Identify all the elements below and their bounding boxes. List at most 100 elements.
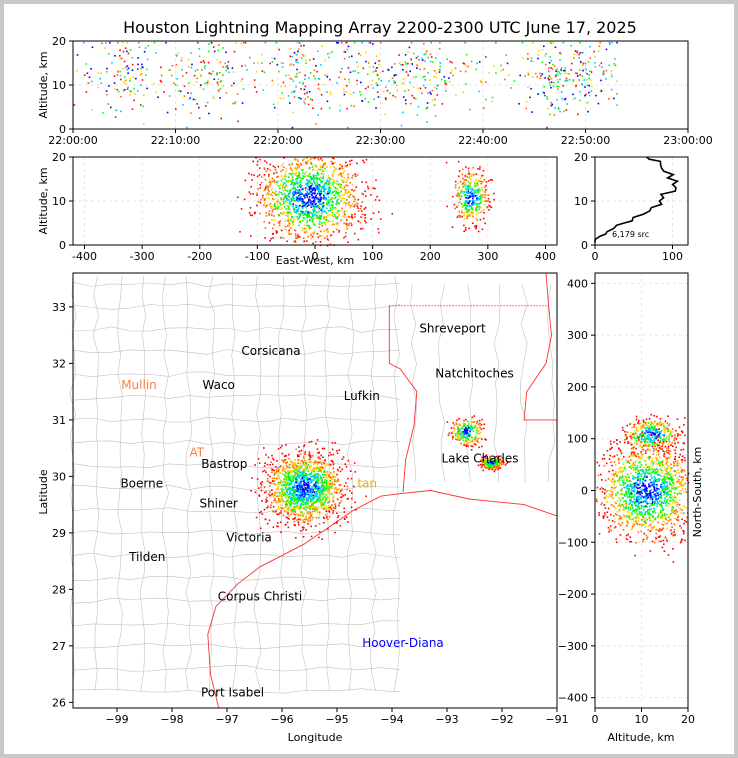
plan-view-source [475,427,477,429]
ew-altitude-source [311,235,314,238]
ew-altitude-source [272,208,274,211]
plan-view-source [279,446,282,449]
plan-view-source [488,468,490,471]
ew-altitude-source [303,195,305,197]
time-altitude-source [228,71,230,74]
time-altitude-source [527,58,529,60]
ew-altitude-source [339,167,342,169]
plan-view-source [312,508,314,510]
plan-view-source [457,417,460,420]
plan-view-source [310,476,312,478]
plan-view-source [281,498,284,501]
plan-view-source [304,475,307,478]
ew-altitude-source [346,179,348,181]
ns-altitude-source [676,432,679,435]
time-altitude-source [451,61,453,64]
ew-altitude-source [458,202,460,204]
plan-view-source [462,422,465,424]
plan-view-source [315,470,318,472]
time-altitude-source [319,64,322,66]
time-altitude-source [296,54,298,56]
time-altitude-source [544,63,547,66]
ew-altitude-source [344,192,347,194]
plan-view-source [333,490,335,493]
plan-view-source [491,459,494,462]
plan-view-source [324,478,326,481]
ew-altitude-source [250,185,252,188]
plan-view-source [324,459,326,461]
ew-altitude-source [308,186,311,188]
plan-view-source [325,485,328,487]
plan-view-source [265,501,267,503]
time-altitude-source [187,92,189,94]
ew-altitude-source [308,204,310,207]
ew-altitude-source [268,193,270,195]
ew-altitude-source [452,195,454,198]
plan-view-source [463,442,466,444]
time-altitude-source [564,69,566,72]
time-altitude-source [462,91,465,94]
plan-view-source [305,493,308,496]
ew-altitude-source [333,162,336,164]
plan-view-source [471,421,473,423]
ew-altitude-source [340,198,343,200]
plan-view-source [269,475,271,478]
plan-view-source [308,465,311,467]
time-altitude-source [537,93,539,95]
ew-altitude-source [291,193,294,195]
ew-altitude-source [313,203,315,206]
plan-view-source [476,428,479,431]
time-altitude-source [261,70,264,72]
time-altitude-source [556,70,559,73]
time-altitude-source [518,103,520,105]
plan-view-source [305,478,308,480]
ew-altitude-source [269,202,272,205]
time-altitude-source [219,81,222,83]
plan-view-source [309,473,312,475]
ew-altitude-source [321,166,324,168]
plan-view-source [297,507,299,510]
ew-altitude-source [273,180,275,182]
ew-altitude-source [459,181,462,183]
time-altitude-source [170,74,173,77]
time-altitude-source [409,102,412,105]
plan-view-source [323,502,326,504]
time-altitude-source [276,63,279,66]
time-altitude-source [314,77,316,80]
ew-altitude-source [468,227,470,230]
time-altitude-source [532,60,534,62]
ew-altitude-source [310,178,312,180]
ns-altitude-source [648,418,651,420]
ew-altitude-source [331,183,334,185]
plan-view-source [265,471,267,474]
altitude-histogram-ytick-label: 10 [574,195,588,208]
ew-altitude-source [312,211,315,213]
altitude-histogram-xtick-label: 100 [662,250,683,263]
ew-altitude-source [319,168,321,171]
plan-view-source [344,494,347,496]
ew-altitude-source [302,217,305,219]
ew-altitude-ytick-label: 20 [52,151,66,164]
ew-altitude-source [480,194,483,197]
ew-altitude-source [285,170,288,173]
plan-view-source [468,435,471,438]
ew-altitude-source [478,208,480,211]
plan-view-source [283,494,285,497]
plan-view-source [276,488,278,490]
ew-altitude-source [313,187,316,190]
ew-altitude-source [264,160,266,162]
ew-altitude-source [345,222,348,225]
ew-altitude-source [331,223,334,225]
ew-altitude-source [471,211,474,213]
ew-altitude-source [379,218,382,220]
ew-altitude-source [305,202,308,205]
plan-view-source [265,491,268,493]
ew-altitude-source [257,188,259,190]
plan-view-source [318,536,320,539]
plan-view-source [487,465,490,468]
ew-altitude-source [296,197,299,200]
ew-altitude-source [308,211,311,213]
ns-altitude-source [651,439,653,441]
plan-view-source [330,483,333,485]
ew-altitude-source [324,183,326,185]
